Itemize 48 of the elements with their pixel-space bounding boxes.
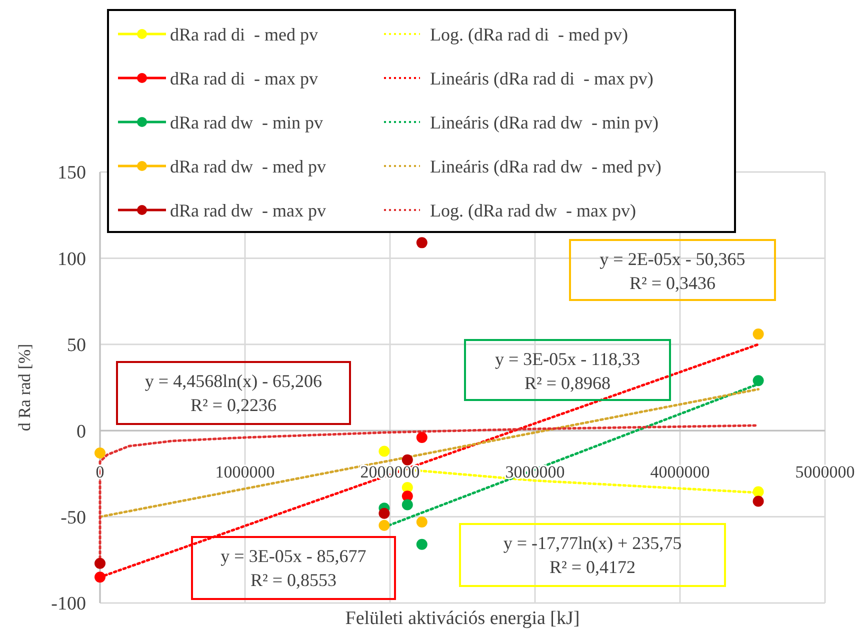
point — [752, 496, 764, 507]
point — [94, 558, 106, 569]
legend-label: Lineáris (dRa rad di - max pv) — [430, 68, 654, 88]
point — [402, 499, 413, 510]
annotation: y = 3E-05x - 85,677 R² = 0,8553 — [220, 546, 366, 590]
point — [752, 328, 764, 340]
legend-label: Lineáris (dRa rad dw - min pv) — [430, 112, 658, 132]
x-tick-label: 5000000 — [795, 462, 855, 482]
annotation: y = -17,77ln(x) + 235,75 R² = 0,4172 — [503, 533, 682, 577]
point — [416, 432, 428, 443]
legend-label: Log. (dRa rad di - med pv) — [430, 24, 628, 44]
text-box: y = 3E-05x - 118,33 R² = 0,8968 — [464, 339, 671, 401]
point — [416, 538, 428, 550]
legend-label: Log. (dRa rad dw - max pv) — [430, 200, 636, 220]
y-tick-label: 0 — [76, 421, 86, 442]
text-box: y = 2E-05x - 50,365 R² = 0,3436 — [569, 239, 776, 301]
text-box: y = 4,4568ln(x) - 65,206 R² = 0,2236 — [116, 361, 351, 425]
y-tick-label: 50 — [67, 335, 86, 356]
point — [378, 446, 390, 457]
text-box: y = -17,77ln(x) + 235,75 R² = 0,4172 — [459, 523, 726, 587]
y-tick-label: 100 — [58, 248, 86, 270]
point — [416, 237, 428, 248]
y-tick-label: -100 — [51, 594, 86, 615]
text-box: y = 3E-05x - 85,677 R² = 0,8553 — [191, 536, 396, 600]
legend-label: dRa rad di - med pv — [170, 24, 318, 44]
y-tick-label: 150 — [58, 162, 86, 184]
point — [752, 486, 764, 498]
annotation: y = 2E-05x - 50,365 R² = 0,3436 — [600, 249, 746, 293]
point — [416, 516, 428, 528]
x-tick-label: 0 — [96, 462, 104, 482]
point — [402, 454, 413, 466]
y-tick-label: -50 — [60, 507, 86, 528]
legend-label: dRa rad dw - min pv — [170, 112, 323, 132]
point — [378, 520, 390, 531]
annotation: y = 3E-05x - 118,33 R² = 0,8968 — [495, 349, 640, 393]
x-tick-label: 1000000 — [215, 462, 275, 482]
legend-label: Lineáris (dRa rad dw - med pv) — [430, 156, 662, 176]
legend-label: dRa rad di - max pv — [170, 68, 318, 88]
x-tick-label: 4000000 — [650, 462, 710, 482]
annotation: y = 4,4568ln(x) - 65,206 R² = 0,2236 — [144, 371, 322, 415]
y-axis-title: d Ra rad [%] — [15, 344, 34, 432]
legend-label: dRa rad dw - med pv — [170, 156, 326, 176]
point — [94, 448, 106, 459]
point — [752, 375, 764, 386]
x-axis-title: Felületi aktivációs energia [kJ] — [345, 608, 580, 629]
point — [378, 508, 390, 519]
legend-label: dRa rad dw - max pv — [170, 200, 326, 220]
point — [94, 572, 106, 583]
